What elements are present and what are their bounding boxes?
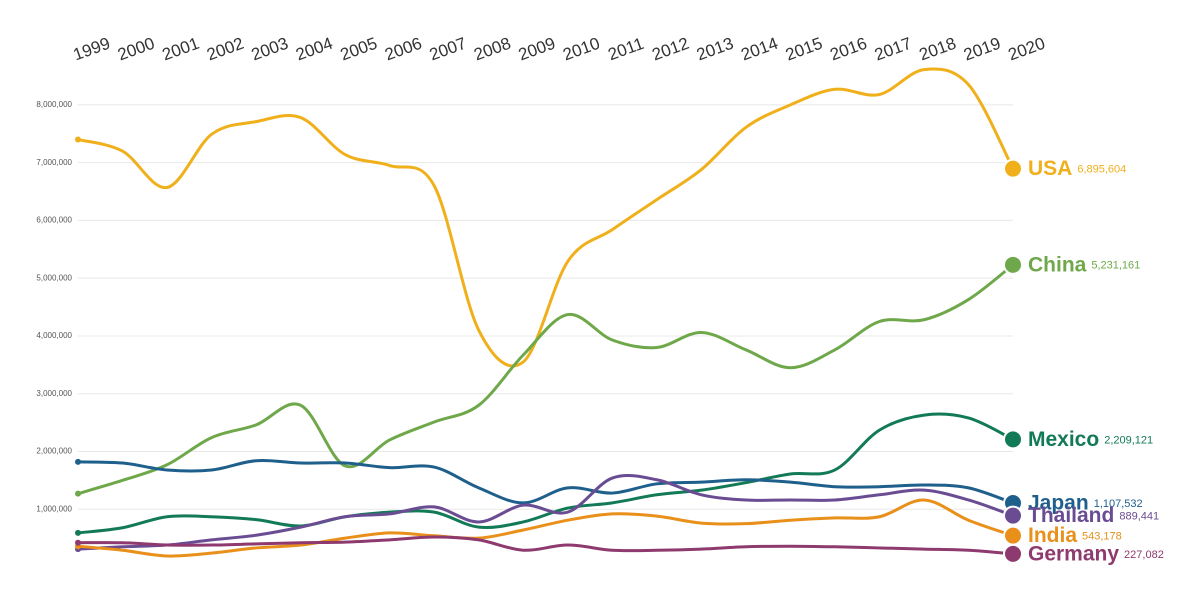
series-label: China: [1028, 253, 1087, 276]
value-label: 543,178: [1082, 531, 1122, 543]
series-line: [77, 458, 1014, 505]
value-label: 2,209,121: [1104, 434, 1153, 446]
x-tick-label: 2003: [249, 34, 291, 65]
x-tick-label: 2002: [204, 34, 246, 65]
y-tick-label: 8,000,000: [36, 100, 72, 109]
x-tick-label: 2019: [961, 34, 1003, 65]
flag-marker: [1003, 158, 1023, 179]
series-line: [77, 498, 1014, 558]
x-tick-label: 2007: [427, 34, 469, 65]
value-label: 1,107,532: [1094, 498, 1143, 510]
x-tick-label: 2016: [828, 34, 870, 65]
series-label: India: [1028, 524, 1077, 547]
x-tick-label: 2015: [783, 34, 825, 65]
value-label: 227,082: [1124, 549, 1164, 561]
series-label: Japan: [1028, 492, 1089, 515]
y-tick-label: 7,000,000: [36, 158, 72, 167]
x-tick-label: 2013: [694, 34, 736, 65]
flag-marker: [1003, 254, 1023, 275]
start-dot: [75, 529, 81, 536]
y-tick-label: 6,000,000: [36, 216, 72, 225]
series-line: [77, 473, 1014, 551]
x-tick-label: 2018: [917, 34, 959, 65]
y-tick-label: 2,000,000: [36, 447, 72, 456]
start-dot: [75, 136, 81, 143]
y-tick-label: 1,000,000: [36, 504, 72, 513]
flag-marker: [1003, 505, 1023, 526]
series-line: [77, 263, 1014, 496]
x-tick-label: 2001: [160, 34, 202, 65]
start-dot: [75, 539, 81, 546]
x-tick-label: 2008: [471, 34, 513, 65]
series-label: Mexico: [1028, 428, 1099, 451]
y-tick-label: 4,000,000: [36, 331, 72, 340]
x-tick-label: 2006: [382, 34, 424, 65]
value-label: 6,895,604: [1077, 164, 1126, 176]
x-tick-label: 2020: [1006, 34, 1048, 65]
flag-marker: [1003, 525, 1023, 546]
series-line: [77, 412, 1014, 535]
flag-marker: [1003, 429, 1023, 450]
x-tick-label: 1999: [71, 34, 113, 65]
y-tick-label: 3,000,000: [36, 389, 72, 398]
x-tick-label: 2017: [872, 34, 914, 65]
series-label: Thailand: [1028, 504, 1114, 527]
x-tick-label: 2010: [560, 34, 602, 65]
start-dot: [75, 490, 81, 497]
x-tick-label: 2011: [606, 34, 647, 64]
x-tick-label: 2014: [738, 34, 780, 65]
x-tick-label: 2000: [115, 34, 157, 65]
value-label: 5,231,161: [1091, 260, 1140, 272]
flag-marker: [1003, 543, 1023, 564]
series-label: Germany: [1028, 542, 1119, 565]
x-tick-label: 2005: [338, 34, 380, 65]
x-tick-label: 2012: [649, 34, 691, 65]
value-label: 889,441: [1119, 511, 1159, 523]
series-line: [77, 67, 1015, 368]
start-dot: [75, 458, 81, 465]
series-label: USA: [1028, 157, 1072, 180]
x-tick-label: 2009: [516, 34, 558, 65]
y-tick-label: 5,000,000: [36, 273, 72, 282]
series-line: [77, 535, 1014, 556]
x-tick-label: 2004: [293, 34, 335, 65]
